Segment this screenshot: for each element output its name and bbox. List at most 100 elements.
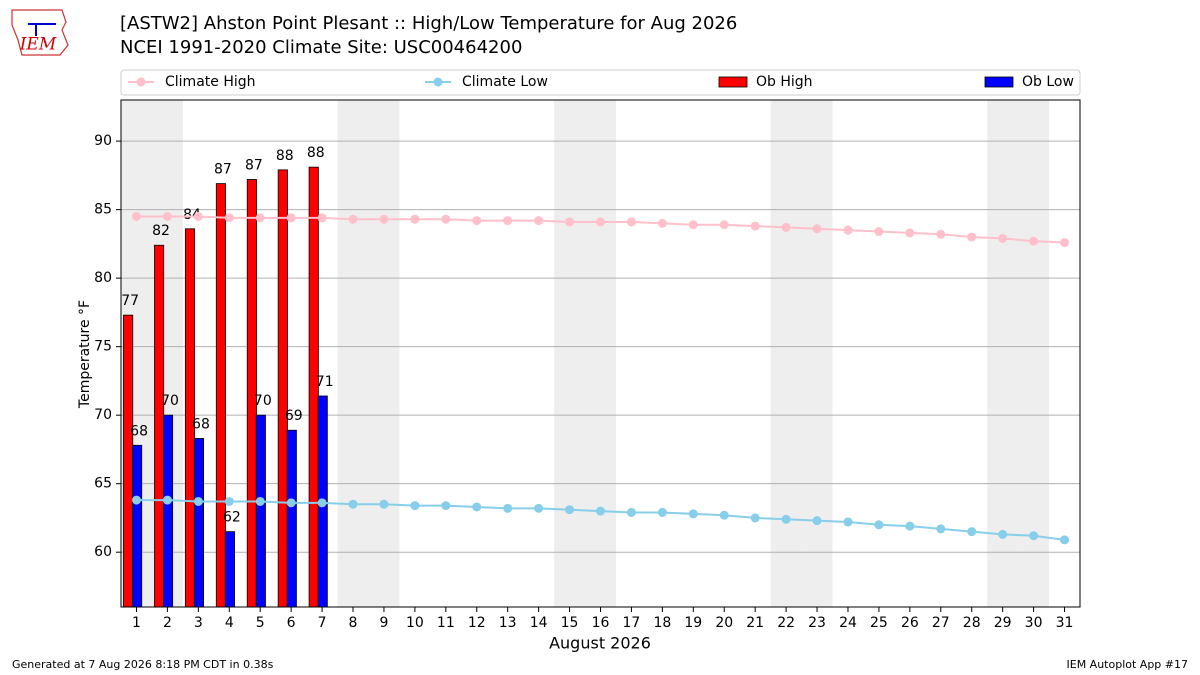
point bbox=[781, 222, 791, 232]
point bbox=[472, 216, 482, 226]
legend-label: Climate High bbox=[165, 74, 256, 90]
weekend-shade bbox=[554, 100, 586, 607]
point bbox=[1029, 236, 1039, 246]
legend-box bbox=[120, 69, 1081, 96]
x-tick-label: 25 bbox=[870, 615, 888, 631]
point bbox=[162, 495, 172, 505]
point bbox=[286, 498, 296, 508]
y-axis-label: Temperature °F bbox=[77, 300, 93, 409]
x-tick-label: 14 bbox=[530, 615, 548, 631]
point bbox=[719, 220, 729, 230]
logo-outline bbox=[11, 9, 69, 56]
x-tick-label: 9 bbox=[379, 615, 388, 631]
legend-label: Ob Low bbox=[1022, 74, 1074, 90]
data-label: 87 bbox=[245, 157, 263, 173]
legend-marker bbox=[433, 77, 443, 87]
point bbox=[905, 228, 915, 238]
point bbox=[193, 496, 203, 506]
point bbox=[534, 216, 544, 226]
y-tick-label: 65 bbox=[94, 476, 112, 492]
x-tick-label: 6 bbox=[287, 615, 296, 631]
point bbox=[410, 214, 420, 224]
bar bbox=[286, 429, 297, 608]
point bbox=[317, 498, 327, 508]
y-tick-label: 90 bbox=[94, 133, 112, 149]
x-tick-label: 21 bbox=[746, 615, 764, 631]
point bbox=[812, 224, 822, 234]
point bbox=[224, 496, 234, 506]
point bbox=[905, 521, 915, 531]
weekend-shade bbox=[1018, 100, 1050, 607]
weekend-shade bbox=[368, 100, 400, 607]
bar bbox=[193, 438, 204, 608]
legend-swatch bbox=[984, 76, 1014, 88]
x-tick-label: 22 bbox=[777, 615, 795, 631]
point bbox=[379, 499, 389, 509]
logo: IEM bbox=[11, 9, 69, 56]
point bbox=[441, 214, 451, 224]
x-tick-label: 24 bbox=[839, 615, 857, 631]
weekend-shade bbox=[987, 100, 1019, 607]
point bbox=[286, 213, 296, 223]
x-tick-label: 8 bbox=[349, 615, 358, 631]
point bbox=[472, 502, 482, 512]
x-tick-label: 18 bbox=[653, 615, 671, 631]
plot-frame bbox=[120, 99, 1081, 608]
point bbox=[255, 213, 265, 223]
y-tick-label: 85 bbox=[94, 202, 112, 218]
point bbox=[812, 516, 822, 526]
point bbox=[874, 520, 884, 530]
x-tick-label: 20 bbox=[715, 615, 733, 631]
point bbox=[410, 501, 420, 511]
data-label: 88 bbox=[307, 145, 325, 161]
x-tick-label: 26 bbox=[901, 615, 919, 631]
weekend-shade bbox=[801, 100, 833, 607]
point bbox=[131, 211, 141, 221]
point bbox=[224, 213, 234, 223]
x-tick-label: 23 bbox=[808, 615, 826, 631]
point bbox=[379, 214, 389, 224]
bar bbox=[123, 314, 134, 608]
x-tick-label: 5 bbox=[256, 615, 265, 631]
data-label: 68 bbox=[192, 416, 210, 432]
y-tick-label: 60 bbox=[94, 544, 112, 560]
x-tick-label: 7 bbox=[318, 615, 327, 631]
data-label: 88 bbox=[276, 148, 294, 164]
point bbox=[688, 509, 698, 519]
point bbox=[626, 217, 636, 227]
x-tick-label: 1 bbox=[132, 615, 141, 631]
point bbox=[843, 225, 853, 235]
point bbox=[565, 505, 575, 515]
legend-label: Ob High bbox=[756, 74, 813, 90]
point bbox=[317, 213, 327, 223]
data-label: 71 bbox=[316, 374, 334, 390]
data-label: 62 bbox=[223, 510, 241, 526]
point bbox=[162, 211, 172, 221]
data-label: 69 bbox=[285, 408, 303, 424]
data-label: 68 bbox=[130, 423, 148, 439]
point bbox=[534, 503, 544, 513]
point bbox=[1029, 531, 1039, 541]
point bbox=[936, 229, 946, 239]
point bbox=[874, 227, 884, 237]
point bbox=[1060, 238, 1070, 248]
point bbox=[750, 221, 760, 231]
weekend-shade bbox=[585, 100, 616, 607]
data-label: 82 bbox=[152, 223, 170, 239]
chart-subtitle: NCEI 1991-2020 Climate Site: USC00464200 bbox=[120, 37, 522, 58]
bar bbox=[132, 444, 143, 608]
point bbox=[596, 506, 605, 516]
logo-text: IEM bbox=[19, 35, 57, 55]
x-axis-label: August 2026 bbox=[549, 634, 651, 653]
legend-label: Climate Low bbox=[462, 74, 548, 90]
y-tick-label: 70 bbox=[94, 407, 112, 423]
x-tick-label: 13 bbox=[499, 615, 517, 631]
x-tick-label: 30 bbox=[1025, 615, 1043, 631]
point bbox=[657, 507, 667, 517]
bar bbox=[255, 414, 266, 608]
bar bbox=[154, 244, 165, 608]
bar bbox=[162, 414, 174, 608]
y-tick-label: 75 bbox=[94, 339, 112, 355]
footer-left: Generated at 7 Aug 2026 8:18 PM CDT in 0… bbox=[12, 658, 274, 671]
